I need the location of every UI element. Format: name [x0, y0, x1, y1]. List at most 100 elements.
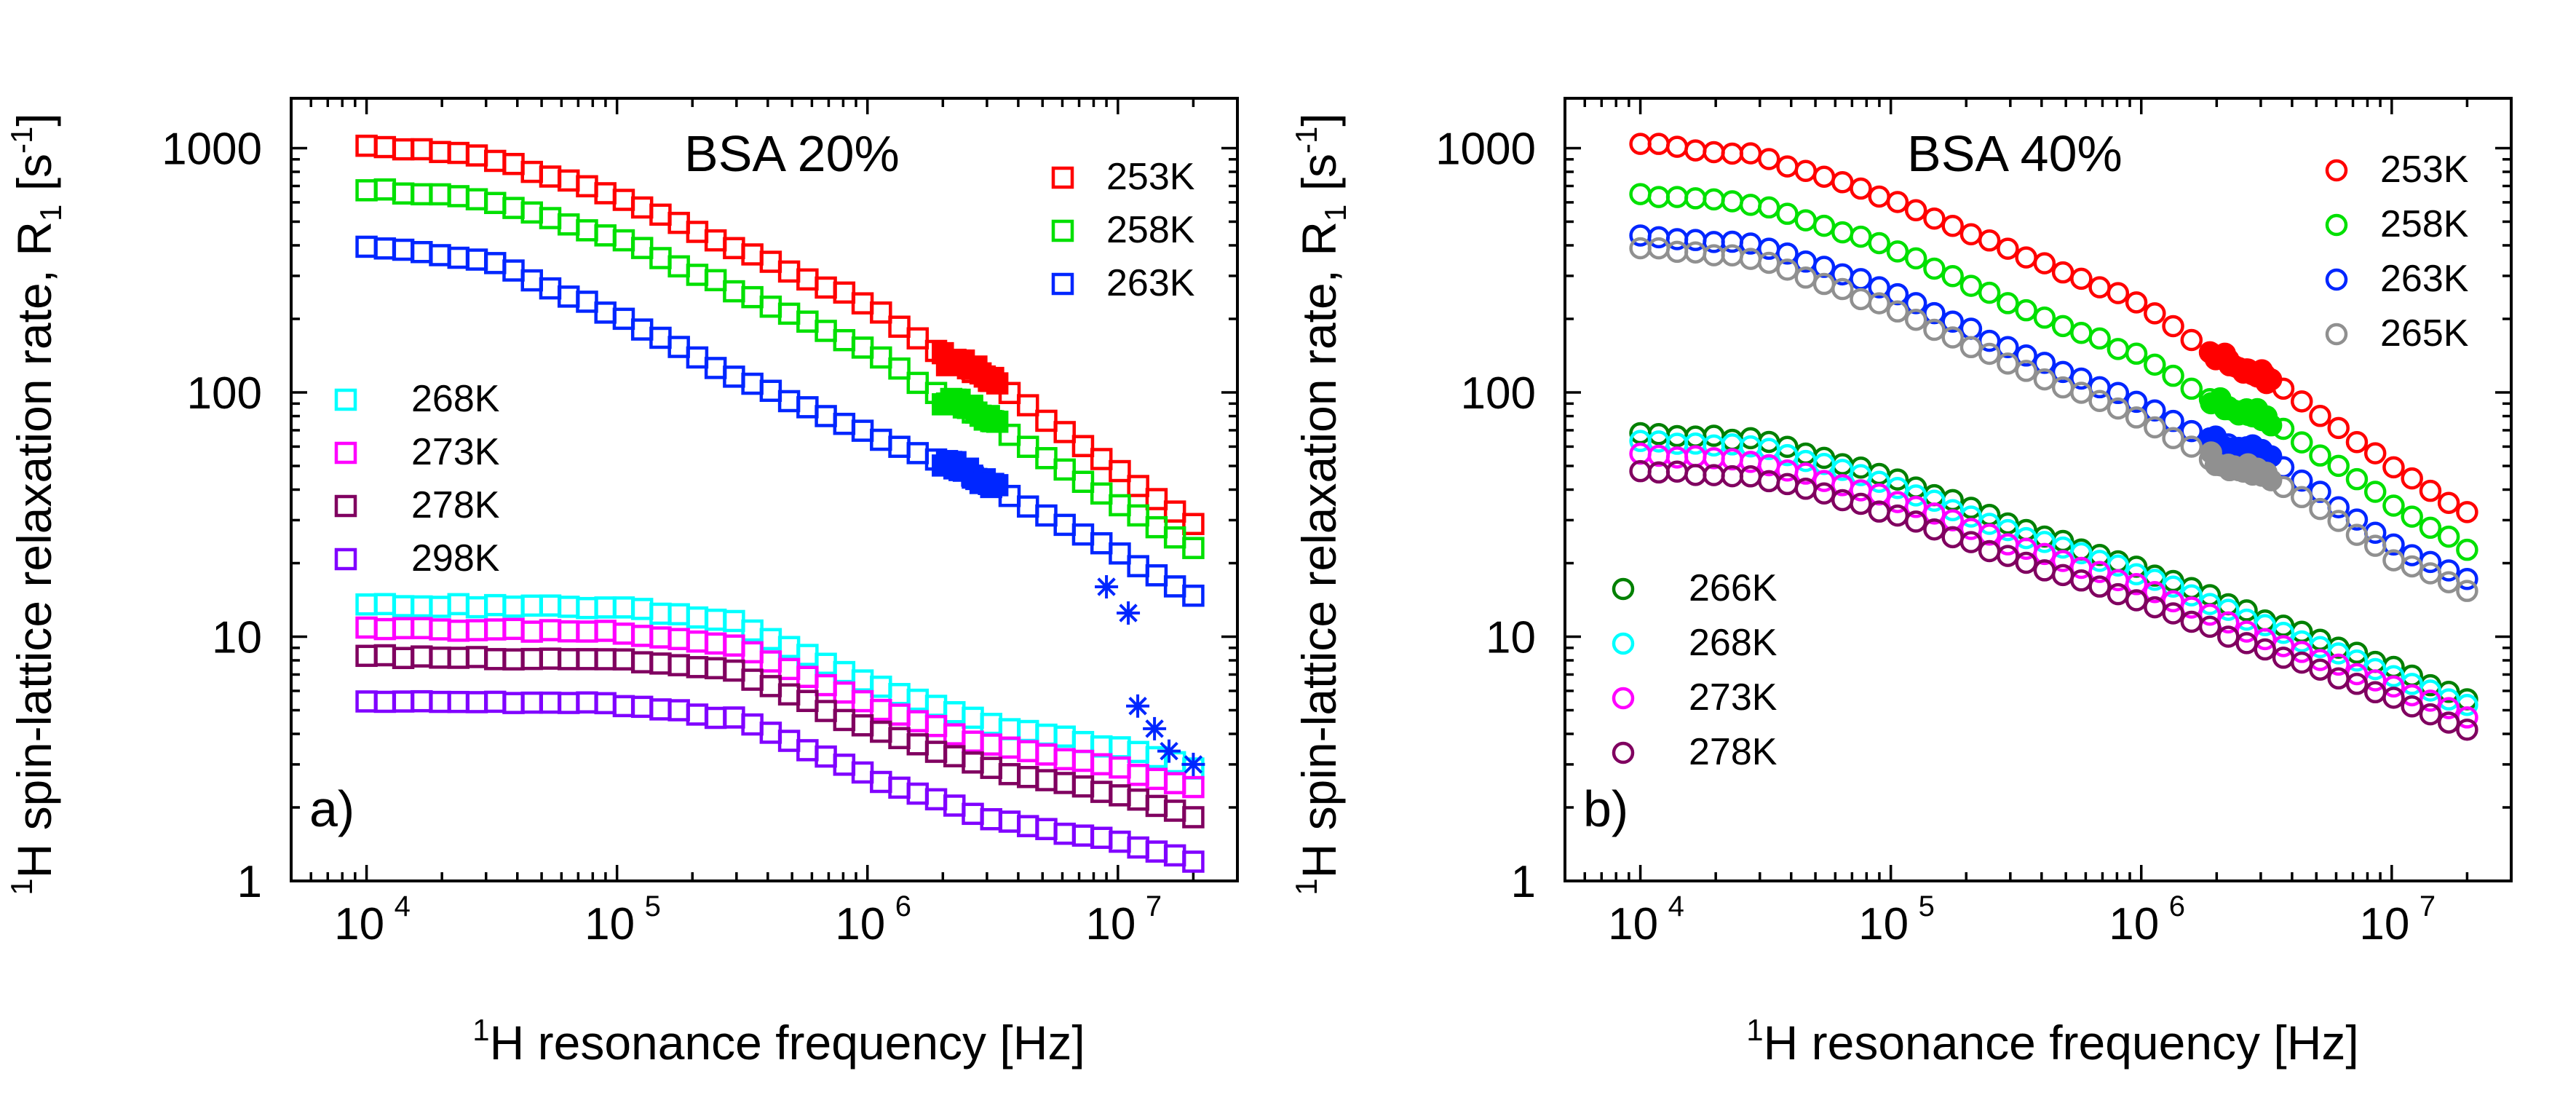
- data-point: [777, 636, 801, 658]
- data-point: [1831, 221, 1854, 244]
- data-point: [906, 371, 930, 395]
- data-point: [576, 175, 598, 198]
- data-point: [1035, 504, 1058, 527]
- series-273K: [1629, 442, 2478, 729]
- y-tick-label: 1: [1511, 857, 1536, 907]
- data-point: [1665, 240, 1689, 264]
- data-point: [998, 718, 1021, 740]
- data-point: [1016, 719, 1039, 743]
- series-273K: [355, 616, 1205, 799]
- data-point: [962, 730, 984, 753]
- legend-marker: [1051, 272, 1074, 296]
- data-point: [2180, 328, 2203, 352]
- data-point: [667, 654, 690, 676]
- data-point: [649, 652, 672, 675]
- data-point: [906, 710, 930, 732]
- data-point: [1109, 494, 1131, 517]
- data-point: [2437, 525, 2460, 548]
- data-point: [1923, 502, 1946, 525]
- data-point: [411, 240, 433, 264]
- data-point: [906, 442, 930, 465]
- data-point: [520, 647, 543, 671]
- legend-marker: [1612, 632, 1635, 655]
- data-point: [484, 149, 507, 173]
- data-point: [1016, 435, 1039, 458]
- data-point: [557, 285, 580, 308]
- data-point: [392, 182, 415, 205]
- data-point: [851, 336, 874, 359]
- data-point: [2327, 454, 2350, 478]
- data-point: [888, 357, 911, 380]
- data-point: [2144, 399, 2166, 422]
- data-point: [2107, 397, 2130, 420]
- data-point: [1776, 155, 1799, 178]
- series-253K: [1629, 133, 2478, 523]
- data-point: [1071, 775, 1095, 798]
- data-point: [557, 620, 580, 643]
- data-point: [576, 620, 598, 643]
- x-tick-label: 10: [2109, 899, 2159, 949]
- data-point: [2070, 267, 2093, 290]
- legend-lower: 266K 268K 273K 278K: [1612, 567, 1778, 773]
- data-point: [833, 281, 856, 304]
- data-point: [630, 237, 654, 259]
- data-point: [1090, 531, 1113, 555]
- data-point: [2290, 651, 2313, 674]
- legend-label: 253K: [2380, 149, 2469, 191]
- legend-marker: [334, 441, 357, 465]
- data-point: [2217, 625, 2240, 648]
- data-point: [667, 603, 690, 625]
- data-point: [888, 683, 911, 705]
- data-point: [2070, 542, 2093, 565]
- series-278K: [355, 644, 1205, 829]
- data-point: [1035, 723, 1058, 746]
- data-point: [667, 255, 690, 278]
- star-markers: [1095, 575, 1205, 776]
- data-point: [2088, 561, 2111, 583]
- data-point: [1904, 308, 1927, 331]
- data-point: [447, 185, 470, 207]
- data-point: [630, 598, 654, 620]
- legend-marker: [1612, 687, 1635, 710]
- data-point: [612, 596, 635, 619]
- data-point: [411, 595, 433, 618]
- data-point: [1850, 464, 1872, 486]
- data-point: [2456, 538, 2478, 561]
- data-point: [2144, 416, 2166, 439]
- data-point: [759, 650, 782, 673]
- data-point: [1886, 240, 1909, 263]
- data-point: [1923, 518, 1946, 541]
- data-point: [539, 165, 562, 188]
- data-point: [429, 141, 451, 164]
- data-point: [888, 315, 911, 338]
- x-tick-label: 10: [2359, 899, 2409, 949]
- star-point: [1160, 741, 1178, 761]
- data-point: [594, 224, 617, 247]
- data-point: [943, 794, 966, 817]
- data-point: [502, 197, 525, 219]
- data-point: [870, 428, 892, 451]
- data-point: [2144, 302, 2166, 325]
- data-point: [833, 660, 856, 684]
- data-point: [2033, 352, 2056, 374]
- panel-label: a): [309, 780, 354, 837]
- data-point: [1721, 190, 1744, 213]
- data-point: [2290, 431, 2313, 454]
- data-point: [1703, 141, 1725, 164]
- data-point: [484, 593, 507, 617]
- data-point: [1850, 492, 1872, 515]
- data-point: [557, 648, 580, 671]
- data-point: [484, 690, 507, 713]
- data-point: [447, 141, 470, 165]
- data-point: [392, 595, 415, 617]
- data-point: [1904, 199, 1927, 222]
- data-point: [502, 617, 525, 641]
- legend-label: 273K: [1689, 676, 1778, 719]
- data-point: [815, 405, 837, 427]
- data-point: [1776, 202, 1799, 225]
- data-point: [630, 196, 654, 219]
- legend-marker: [1051, 219, 1074, 242]
- data-point: [429, 647, 451, 669]
- data-point: [1978, 523, 2001, 546]
- data-point: [1127, 764, 1149, 786]
